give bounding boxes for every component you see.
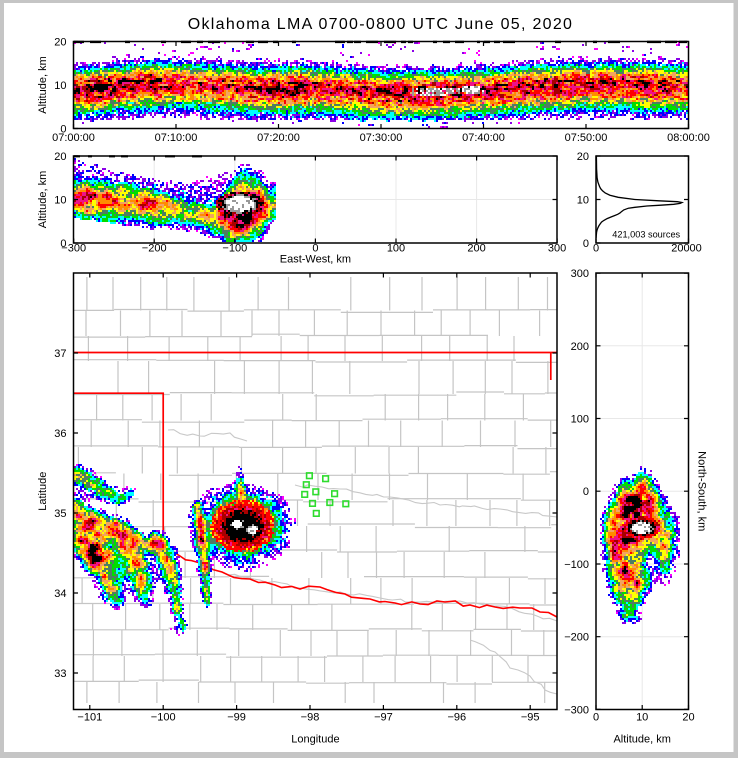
svg-text:−95: −95 — [521, 712, 540, 724]
svg-text:−200: −200 — [142, 243, 167, 255]
svg-text:Latitude: Latitude — [37, 472, 49, 511]
svg-text:07:10:00: 07:10:00 — [155, 132, 198, 144]
svg-text:07:20:00: 07:20:00 — [257, 132, 300, 144]
svg-text:20: 20 — [54, 37, 66, 49]
svg-text:300: 300 — [571, 268, 589, 280]
svg-text:0: 0 — [593, 243, 599, 255]
svg-text:Longitude: Longitude — [291, 734, 339, 746]
svg-text:34: 34 — [54, 588, 66, 600]
svg-text:0: 0 — [60, 124, 66, 136]
svg-text:35: 35 — [54, 508, 66, 520]
svg-text:0: 0 — [312, 243, 318, 255]
svg-text:−200: −200 — [564, 632, 589, 644]
svg-text:20: 20 — [682, 712, 694, 724]
svg-text:20: 20 — [54, 151, 66, 163]
svg-text:07:40:00: 07:40:00 — [462, 132, 505, 144]
svg-text:421,003 sources: 421,003 sources — [612, 230, 680, 240]
svg-text:Altitude, km: Altitude, km — [613, 734, 670, 746]
svg-text:0: 0 — [583, 238, 589, 250]
svg-text:200: 200 — [571, 341, 589, 353]
svg-text:East-West, km: East-West, km — [280, 254, 351, 266]
svg-text:−101: −101 — [77, 712, 102, 724]
svg-text:−100: −100 — [222, 243, 247, 255]
svg-text:Oklahoma LMA 0700-0800 UTC Jun: Oklahoma LMA 0700-0800 UTC June 05, 2020 — [188, 16, 574, 33]
svg-text:07:50:00: 07:50:00 — [565, 132, 608, 144]
svg-text:10: 10 — [54, 195, 66, 207]
svg-text:−300: −300 — [61, 243, 86, 255]
svg-text:−99: −99 — [227, 712, 246, 724]
svg-text:−100: −100 — [564, 559, 589, 571]
svg-text:−100: −100 — [151, 712, 176, 724]
svg-text:36: 36 — [54, 428, 66, 440]
svg-text:10: 10 — [54, 80, 66, 92]
svg-text:10: 10 — [577, 195, 589, 207]
svg-text:20000: 20000 — [671, 243, 702, 255]
svg-text:20: 20 — [577, 151, 589, 163]
svg-text:Altitude, km: Altitude, km — [37, 171, 49, 228]
svg-text:0: 0 — [593, 712, 599, 724]
svg-text:−98: −98 — [301, 712, 320, 724]
svg-text:07:30:00: 07:30:00 — [360, 132, 403, 144]
svg-text:−96: −96 — [447, 712, 466, 724]
svg-text:0: 0 — [60, 238, 66, 250]
svg-text:−97: −97 — [374, 712, 393, 724]
svg-text:−300: −300 — [564, 704, 589, 716]
svg-text:0: 0 — [583, 486, 589, 498]
svg-text:33: 33 — [54, 668, 66, 680]
svg-text:10: 10 — [636, 712, 648, 724]
svg-text:North-South, km: North-South, km — [696, 451, 708, 531]
svg-text:300: 300 — [548, 243, 566, 255]
svg-text:200: 200 — [467, 243, 485, 255]
svg-text:Altitude, km: Altitude, km — [37, 56, 49, 113]
svg-text:37: 37 — [54, 348, 66, 360]
svg-text:07:00:00: 07:00:00 — [52, 132, 95, 144]
svg-text:100: 100 — [387, 243, 405, 255]
svg-text:08:00:00: 08:00:00 — [667, 132, 710, 144]
svg-text:100: 100 — [571, 414, 589, 426]
